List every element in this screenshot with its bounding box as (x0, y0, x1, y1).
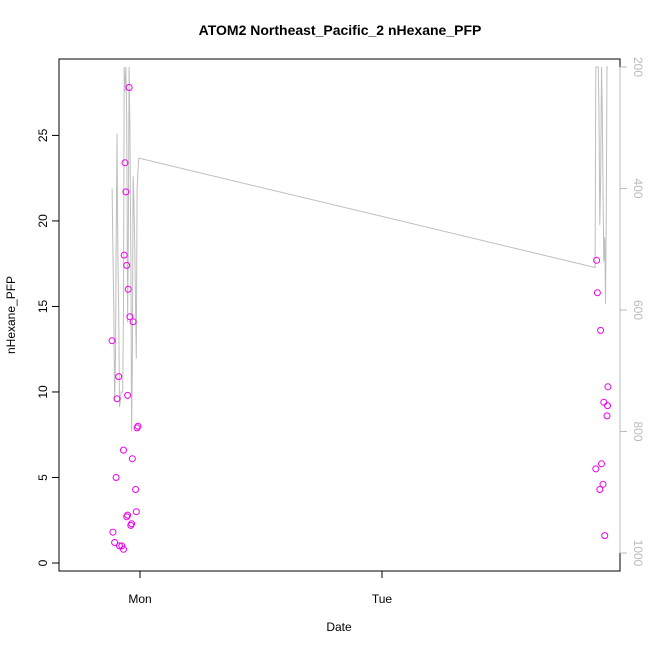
data-point (124, 391, 132, 399)
data-point (596, 486, 604, 493)
data-point (112, 474, 120, 481)
y2-tick-label: 600 (631, 300, 645, 320)
data-point (592, 465, 600, 473)
x-axis-label: Date (326, 620, 352, 634)
y-axis-label: nHexane_PFP (4, 276, 18, 354)
data-point (108, 337, 116, 345)
data-point (125, 84, 133, 91)
data-point (111, 539, 119, 546)
data-point (128, 455, 136, 463)
data-point (126, 313, 134, 321)
y-tick-label: 0 (36, 559, 50, 566)
y-tick-label: 25 (36, 128, 50, 142)
y-axis: 0 5 10 15 20 25 (36, 128, 59, 566)
chart-title: ATOM2 Northeast_Pacific_2 nHexane_PFP (199, 22, 482, 38)
data-point (132, 508, 140, 516)
data-point (593, 256, 601, 264)
data-point (120, 545, 127, 553)
data-point (122, 188, 130, 196)
data-point (120, 251, 128, 259)
data-point (603, 412, 611, 420)
data-point (129, 318, 137, 326)
data-point (597, 326, 605, 334)
data-point (120, 446, 127, 454)
data-point (601, 532, 609, 540)
data-point (124, 511, 132, 519)
data-point (598, 460, 605, 468)
y-tick-label: 10 (36, 385, 50, 399)
data-point (123, 261, 131, 269)
y2-tick-label: 1000 (631, 540, 645, 567)
y2-axis: 200 400 600 800 1000 (619, 57, 645, 567)
altitude-line (111, 66, 608, 432)
y2-tick-label: 400 (631, 178, 645, 198)
data-point (600, 398, 608, 406)
y2-tick-label: 800 (631, 421, 645, 441)
point-series (108, 84, 612, 553)
plot-frame (58, 58, 621, 572)
y-tick-label: 20 (36, 214, 50, 228)
x-axis: Mon Tue (128, 571, 392, 606)
data-point (593, 289, 601, 297)
data-point (134, 422, 142, 430)
data-point (115, 373, 123, 381)
data-point (109, 528, 117, 536)
y-tick-label: 15 (36, 299, 50, 313)
data-point (128, 520, 136, 528)
data-point (604, 383, 612, 391)
data-point (118, 542, 126, 550)
data-point (604, 402, 611, 410)
data-point (113, 395, 121, 403)
x-tick-label: Tue (372, 592, 393, 606)
data-point (132, 486, 140, 493)
altitude-line-series (111, 66, 608, 432)
x-tick-label: Mon (128, 592, 151, 606)
data-point (124, 285, 132, 293)
y-tick-label: 5 (36, 474, 50, 481)
y2-tick-label: 200 (631, 57, 645, 77)
data-point (116, 542, 123, 550)
data-point (121, 159, 129, 167)
data-point (599, 480, 607, 488)
